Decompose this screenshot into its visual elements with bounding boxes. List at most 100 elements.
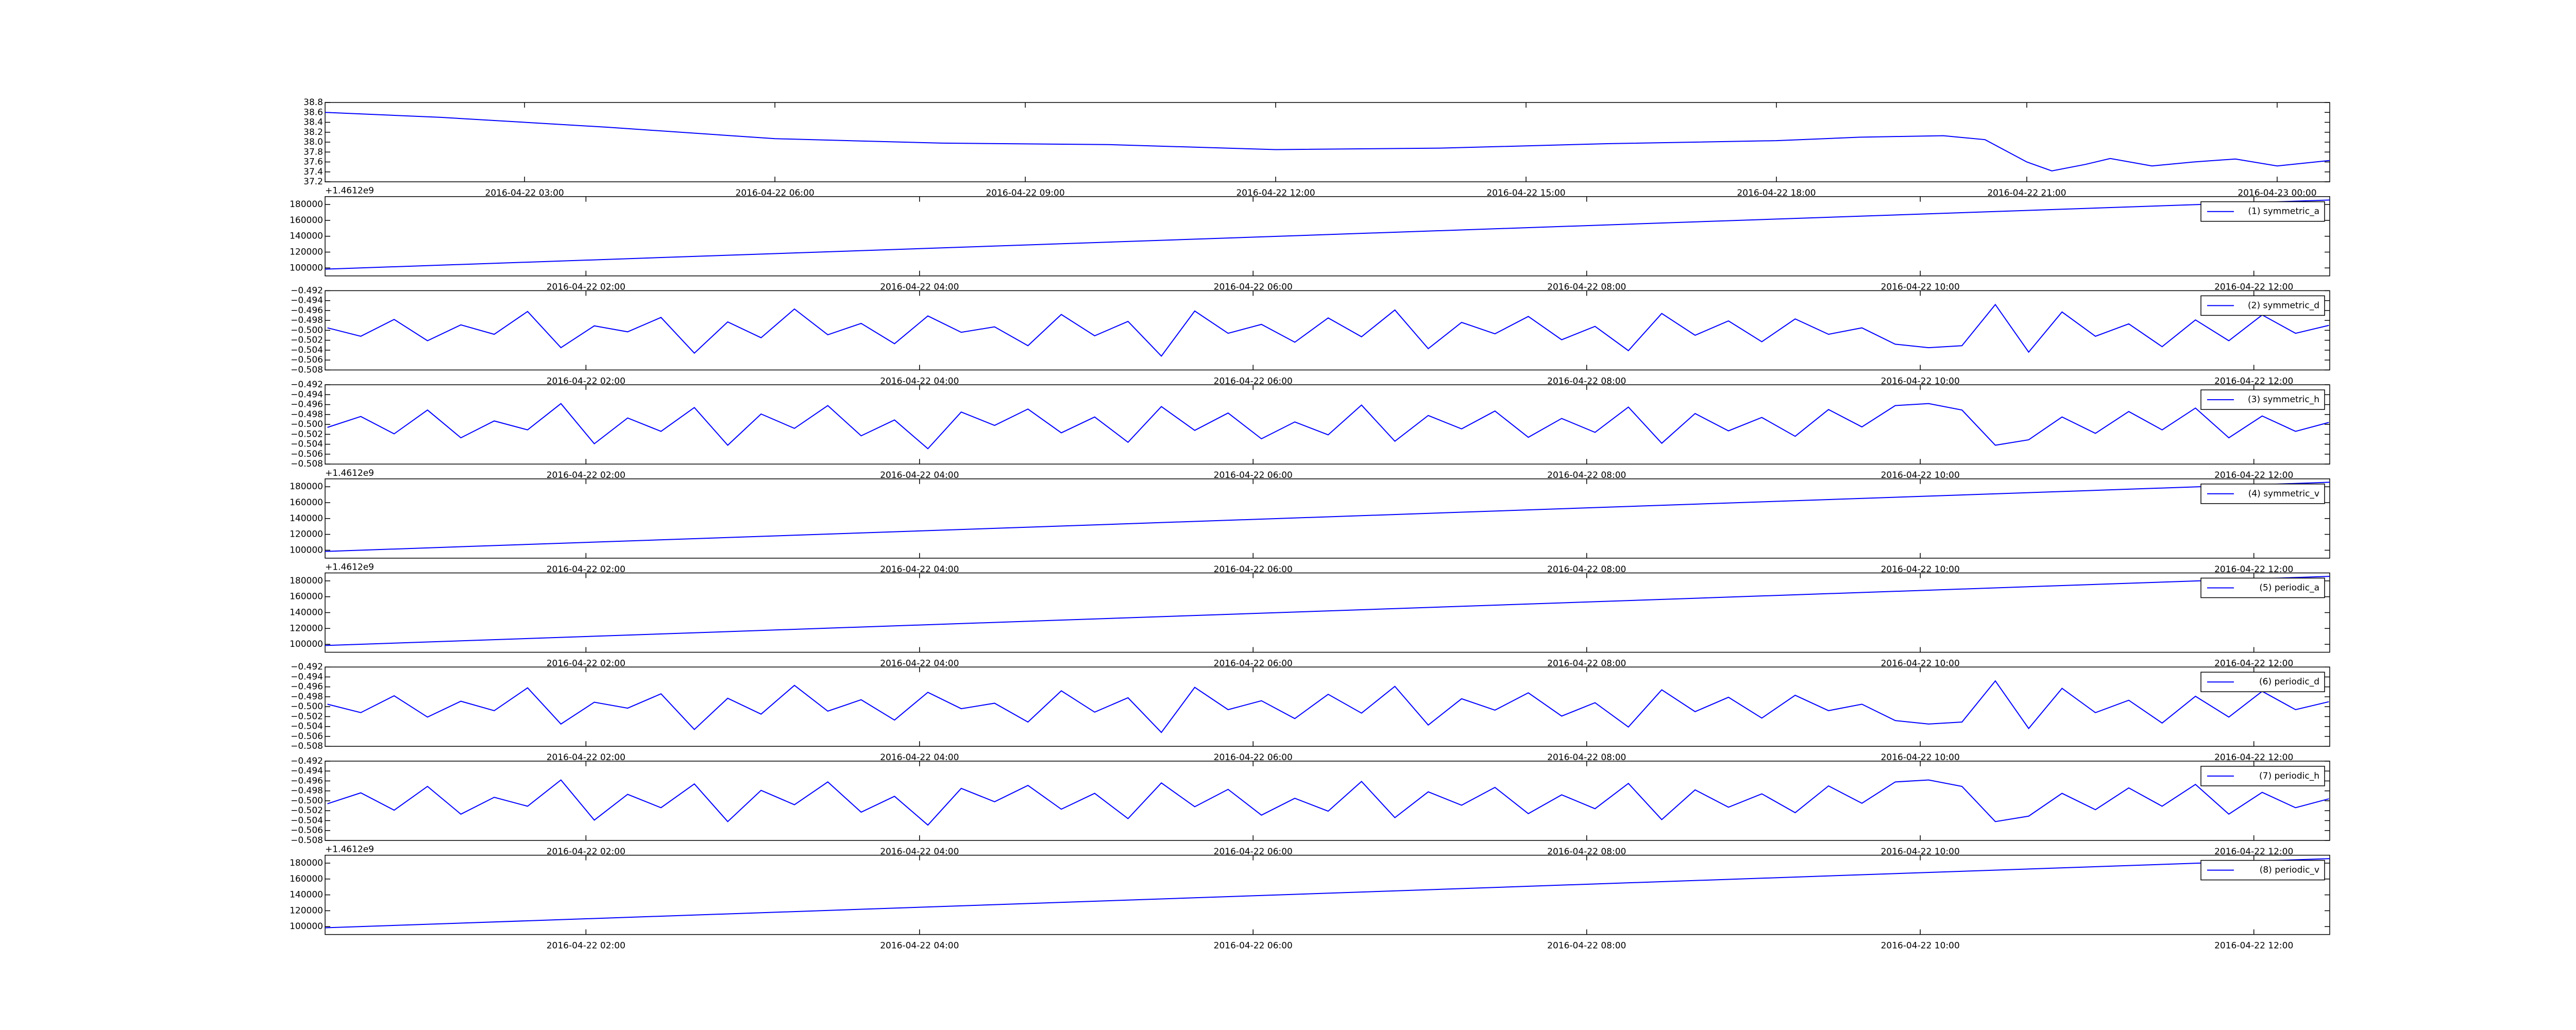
- y-tick-label: −0.496: [291, 305, 323, 316]
- y-offset-label: +1.4612e9: [325, 845, 374, 855]
- x-tick-label: 2016-04-22 04:00: [880, 376, 959, 386]
- data-line: [325, 858, 2330, 929]
- y-tick-label: −0.504: [291, 815, 323, 826]
- y-tick-label: −0.502: [291, 805, 323, 816]
- y-tick-label: −0.498: [291, 786, 323, 796]
- y-tick-label: 38.2: [303, 127, 323, 138]
- y-tick-label: −0.508: [291, 459, 323, 469]
- x-tick-label: 2016-04-22 08:00: [1547, 659, 1626, 669]
- axes-frame: [325, 572, 2330, 653]
- x-tick-label: 2016-04-22 06:00: [1214, 376, 1293, 386]
- x-tick-label: 2016-04-22 12:00: [2214, 470, 2293, 480]
- legend-label: (1) symmetric_a: [2248, 207, 2319, 217]
- y-tick-label: 100000: [290, 639, 323, 649]
- y-tick-label: 180000: [290, 199, 323, 210]
- x-tick-label: 2016-04-22 04:00: [880, 470, 959, 480]
- legend-label: (8) periodic_v: [2260, 865, 2319, 876]
- x-tick-label: 2016-04-22 08:00: [1547, 282, 1626, 293]
- y-tick-label: 120000: [290, 905, 323, 916]
- x-tick-label: 2016-04-22 12:00: [2214, 376, 2293, 386]
- y-tick-label: 37.4: [303, 167, 323, 177]
- x-tick-label: 2016-04-22 12:00: [2214, 941, 2293, 951]
- y-tick-label: 38.6: [303, 107, 323, 117]
- x-tick-label: 2016-04-22 12:00: [1236, 188, 1315, 198]
- data-line: [325, 112, 2330, 171]
- y-tick-label: −0.496: [291, 776, 323, 786]
- y-offset-label: +1.4612e9: [325, 186, 374, 196]
- y-tick-label: −0.504: [291, 722, 323, 732]
- y-tick-label: 140000: [290, 890, 323, 900]
- y-tick-label: −0.508: [291, 741, 323, 751]
- legend-label: (3) symmetric_h: [2248, 394, 2319, 405]
- x-tick-label: 2016-04-22 06:00: [1214, 564, 1293, 575]
- x-tick-label: 2016-04-22 12:00: [2214, 752, 2293, 763]
- y-tick-label: −0.506: [291, 449, 323, 459]
- y-tick-label: 100000: [290, 921, 323, 932]
- x-tick-label: 2016-04-22 02:00: [547, 941, 625, 951]
- y-tick-label: −0.498: [291, 409, 323, 420]
- data-line: [327, 303, 2329, 357]
- axes-frame: [325, 102, 2330, 182]
- x-tick-label: 2016-04-22 04:00: [880, 659, 959, 669]
- y-tick-label: −0.500: [291, 796, 323, 806]
- x-tick-label: 2016-04-22 12:00: [2214, 282, 2293, 293]
- x-tick-label: 2016-04-22 08:00: [1547, 564, 1626, 575]
- legend-label: (4) symmetric_v: [2248, 489, 2319, 499]
- y-tick-label: −0.494: [291, 672, 323, 682]
- x-tick-label: 2016-04-22 08:00: [1547, 847, 1626, 857]
- x-tick-label: 2016-04-22 02:00: [547, 659, 625, 669]
- y-tick-label: 120000: [290, 247, 323, 258]
- x-tick-label: 2016-04-22 10:00: [1881, 752, 1960, 763]
- x-tick-label: 2016-04-22 02:00: [547, 752, 625, 763]
- y-tick-label: 140000: [290, 608, 323, 618]
- y-tick-label: −0.494: [291, 296, 323, 306]
- x-tick-label: 2016-04-22 12:00: [2214, 847, 2293, 857]
- x-tick-label: 2016-04-22 06:00: [1214, 941, 1293, 951]
- x-tick-label: 2016-04-23 00:00: [2238, 188, 2316, 198]
- x-tick-label: 2016-04-22 04:00: [880, 564, 959, 575]
- y-tick-label: 180000: [290, 858, 323, 868]
- axes-frame: [325, 666, 2330, 747]
- y-tick-label: −0.496: [291, 400, 323, 410]
- y-offset-label: +1.4612e9: [325, 468, 374, 478]
- y-tick-label: −0.494: [291, 766, 323, 776]
- y-tick-label: 37.2: [303, 177, 323, 187]
- y-tick-label: −0.508: [291, 835, 323, 846]
- y-tick-label: −0.496: [291, 682, 323, 692]
- y-tick-label: 180000: [290, 482, 323, 492]
- axes-frame: [325, 384, 2330, 465]
- y-tick-label: −0.498: [291, 692, 323, 702]
- x-tick-label: 2016-04-22 12:00: [2214, 564, 2293, 575]
- y-tick-label: 160000: [290, 215, 323, 226]
- x-tick-label: 2016-04-22 06:00: [1214, 470, 1293, 480]
- x-tick-label: 2016-04-22 02:00: [547, 376, 625, 386]
- x-tick-label: 2016-04-22 12:00: [2214, 659, 2293, 669]
- data-line: [327, 680, 2329, 733]
- y-tick-label: 120000: [290, 529, 323, 540]
- y-tick-label: 38.4: [303, 117, 323, 128]
- axes-frame: [325, 478, 2330, 559]
- y-tick-label: 140000: [290, 513, 323, 524]
- data-line: [325, 482, 2330, 552]
- y-tick-label: −0.502: [291, 335, 323, 346]
- axes-frame: [325, 854, 2330, 935]
- x-tick-label: 2016-04-22 03:00: [485, 188, 564, 198]
- x-tick-label: 2016-04-22 08:00: [1547, 376, 1626, 386]
- y-tick-label: 160000: [290, 874, 323, 884]
- x-tick-label: 2016-04-22 10:00: [1881, 470, 1960, 480]
- y-tick-label: 38.8: [303, 97, 323, 108]
- x-tick-label: 2016-04-22 02:00: [547, 282, 625, 293]
- y-tick-label: −0.494: [291, 389, 323, 400]
- data-line: [325, 576, 2330, 646]
- x-tick-label: 2016-04-22 06:00: [1214, 282, 1293, 293]
- x-tick-label: 2016-04-22 04:00: [880, 941, 959, 951]
- x-tick-label: 2016-04-22 08:00: [1547, 470, 1626, 480]
- x-tick-label: 2016-04-22 10:00: [1881, 282, 1960, 293]
- x-tick-label: 2016-04-22 10:00: [1881, 941, 1960, 951]
- y-tick-label: 160000: [290, 592, 323, 602]
- y-tick-label: −0.504: [291, 345, 323, 355]
- x-tick-label: 2016-04-22 10:00: [1881, 376, 1960, 386]
- x-tick-label: 2016-04-22 21:00: [1987, 188, 2066, 198]
